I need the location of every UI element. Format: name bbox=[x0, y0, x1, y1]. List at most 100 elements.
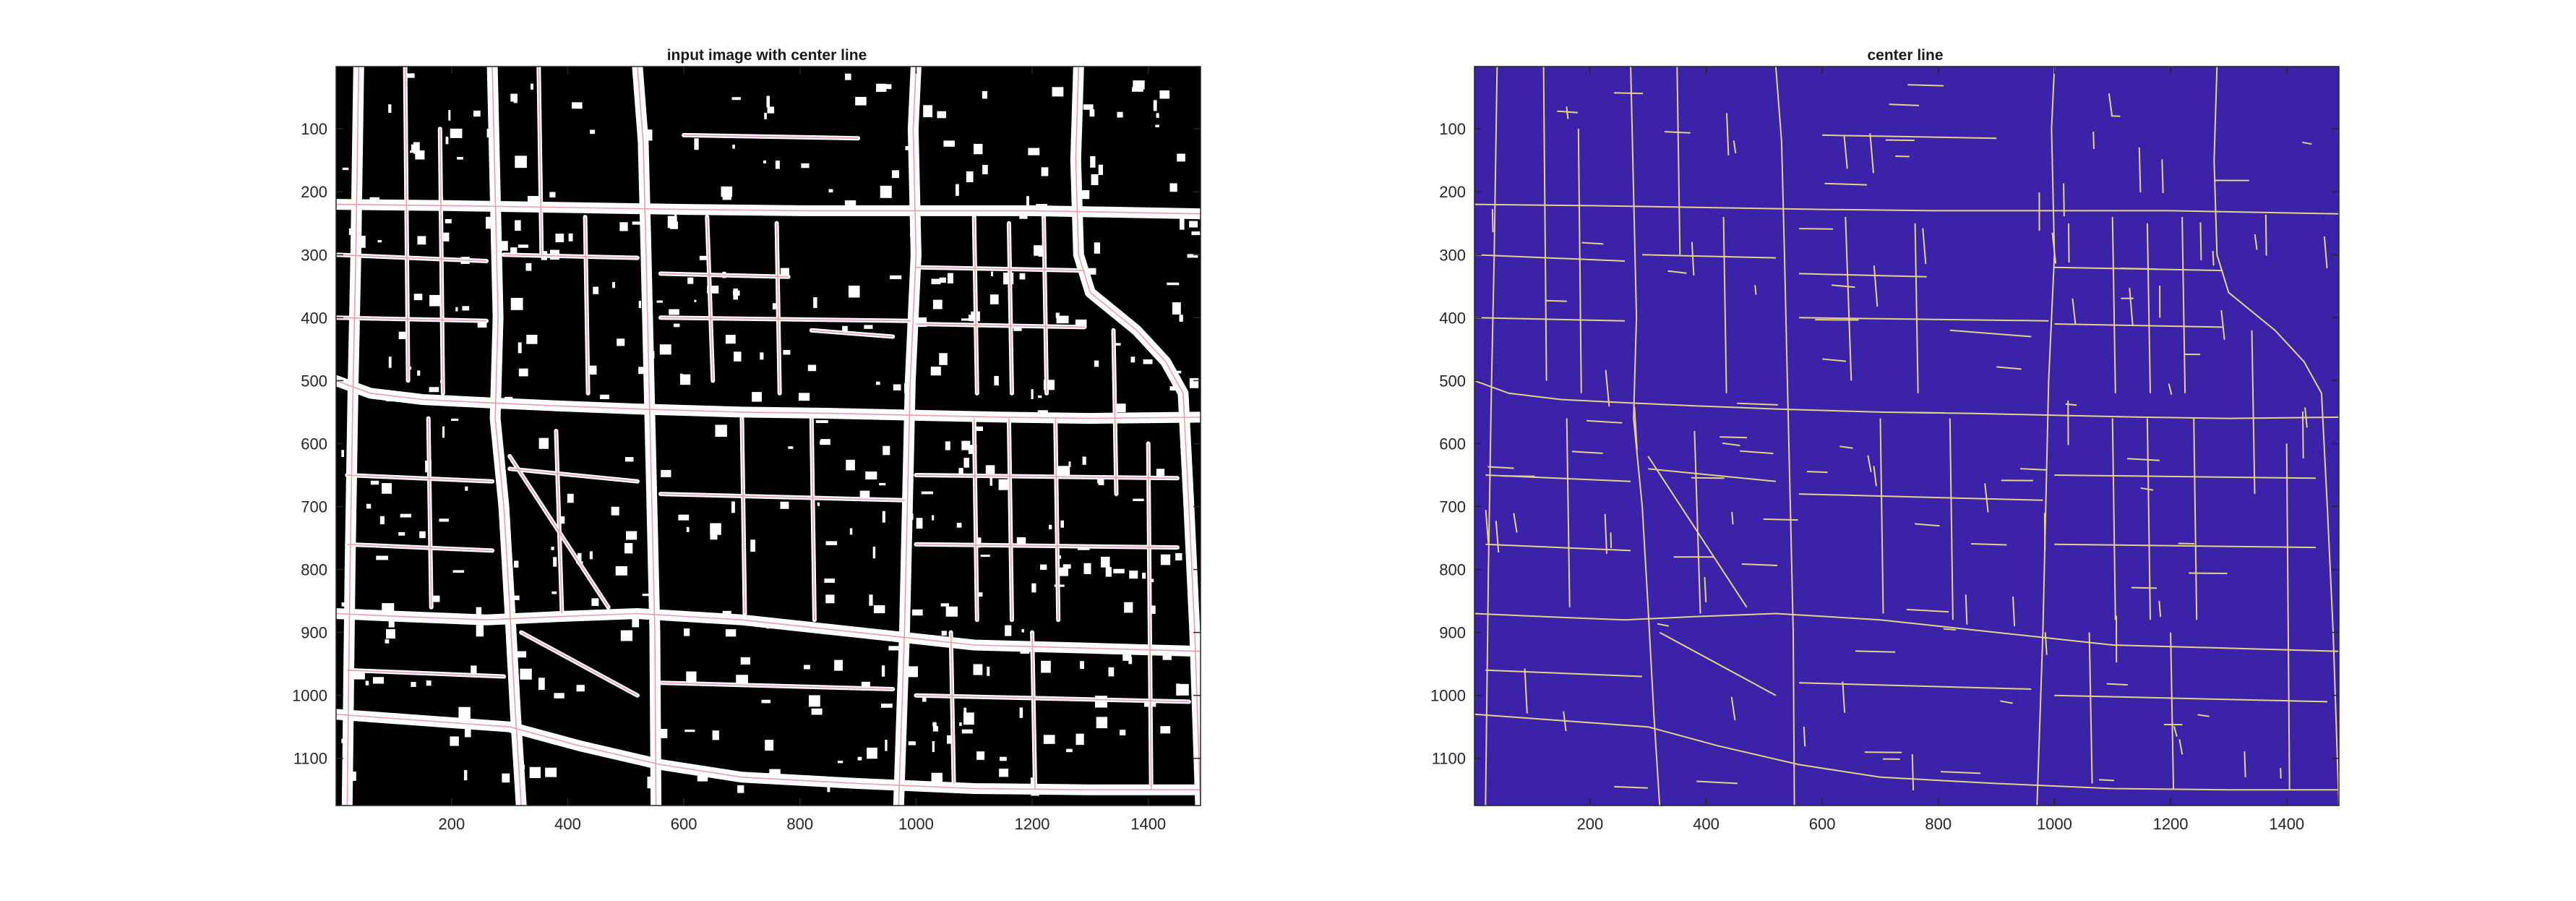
road-fragment bbox=[1003, 272, 1014, 285]
road-fragment bbox=[1160, 726, 1171, 734]
road-fragment bbox=[694, 138, 699, 150]
center-line-segment bbox=[1667, 270, 1687, 274]
road-fragment bbox=[939, 277, 946, 283]
road-fragment bbox=[761, 699, 771, 704]
road-fragment bbox=[808, 695, 820, 707]
x-tick-label: 1200 bbox=[2153, 815, 2189, 833]
road-fragment bbox=[710, 531, 718, 540]
road-fragment bbox=[906, 666, 918, 678]
road-fragment bbox=[1153, 100, 1157, 111]
center-line-segment bbox=[2264, 214, 2267, 256]
road-fragment bbox=[388, 356, 392, 368]
road-fragment bbox=[1068, 209, 1079, 217]
center-line-segment bbox=[1513, 513, 1518, 533]
road-fragment bbox=[883, 445, 890, 456]
road-fragment bbox=[458, 706, 471, 719]
road-fragment bbox=[725, 334, 736, 344]
road-fragment bbox=[1040, 564, 1047, 571]
center-line-segment bbox=[1843, 136, 1848, 169]
road-fragment bbox=[408, 367, 412, 370]
center-line-overlay bbox=[741, 418, 746, 614]
road-fragment bbox=[1187, 254, 1198, 258]
center-line-segment bbox=[1867, 455, 1872, 472]
center-line-segment bbox=[1557, 110, 1578, 114]
axes-title: input image with center line bbox=[667, 47, 867, 64]
road-fragment bbox=[413, 294, 423, 301]
center-line-segment bbox=[1581, 242, 1604, 245]
road-fragment bbox=[712, 730, 719, 740]
road-fragment bbox=[825, 541, 838, 545]
road-fragment bbox=[763, 160, 766, 163]
road-fragment bbox=[429, 595, 440, 602]
center-line-segment bbox=[2020, 468, 2047, 471]
y-tick-label: 900 bbox=[1439, 624, 1466, 642]
road-fragment bbox=[857, 756, 862, 761]
road-fragment bbox=[989, 294, 999, 304]
road-fragment bbox=[939, 353, 948, 365]
center-line-overlay bbox=[347, 474, 493, 482]
road-fragment bbox=[1066, 748, 1073, 753]
road-fragment bbox=[549, 249, 559, 260]
road-fragment bbox=[551, 591, 557, 594]
road-fragment bbox=[553, 557, 557, 567]
road-fragment bbox=[947, 638, 950, 648]
road-fragment bbox=[419, 531, 426, 539]
y-tick-label: 400 bbox=[1439, 309, 1466, 327]
center-line-segment bbox=[2301, 411, 2304, 458]
road-fragment bbox=[590, 129, 596, 134]
road-fragment bbox=[1160, 554, 1171, 565]
center-line-overlay bbox=[335, 380, 1201, 419]
y-tick-label: 100 bbox=[1439, 120, 1466, 138]
road-fragment bbox=[656, 300, 664, 303]
center-line bbox=[1642, 254, 1776, 259]
center-line-segment bbox=[2044, 632, 2048, 655]
road-fragment bbox=[1075, 319, 1087, 328]
center-line-segment bbox=[1740, 450, 1774, 455]
road-fragment bbox=[737, 785, 744, 793]
road-fragment bbox=[1052, 87, 1064, 97]
center-line-overlay bbox=[973, 418, 978, 620]
road-fragment bbox=[576, 685, 585, 692]
road-fragment bbox=[825, 594, 835, 604]
center-line-overlay bbox=[491, 66, 522, 806]
center-line-segment bbox=[1754, 285, 1757, 295]
road-fragment bbox=[731, 501, 735, 513]
center-line-segment bbox=[2106, 683, 2128, 686]
road-fragment bbox=[376, 555, 388, 560]
center-line-segment bbox=[2127, 458, 2160, 461]
road-fragment bbox=[941, 631, 947, 636]
center-line-segment bbox=[2012, 596, 2016, 627]
center-line-segment bbox=[2244, 751, 2246, 777]
road-fragment bbox=[1059, 567, 1068, 576]
center-line-overlay bbox=[504, 254, 637, 259]
road-fragment bbox=[686, 526, 690, 532]
center-line-segment bbox=[1722, 442, 1740, 447]
road-fragment bbox=[915, 317, 927, 328]
center-line-overlay bbox=[1031, 632, 1036, 790]
road-fragment bbox=[973, 664, 983, 675]
road-fragment bbox=[624, 542, 633, 554]
center-line-segment bbox=[2121, 268, 2158, 270]
road-fragment bbox=[521, 764, 525, 769]
road-fragment bbox=[1056, 315, 1069, 324]
road-fragment bbox=[568, 233, 573, 242]
y-tick-label: 900 bbox=[301, 624, 327, 642]
center-line-segment bbox=[1501, 475, 1535, 477]
center-line bbox=[2170, 632, 2175, 790]
center-line-overlay bbox=[1043, 217, 1047, 393]
center-line-overlay bbox=[660, 273, 789, 278]
road-fragment bbox=[388, 104, 392, 114]
road-fragment bbox=[1115, 403, 1126, 413]
road-fragment bbox=[876, 83, 887, 93]
center-line-overlay bbox=[916, 543, 1177, 548]
y-tick-label: 1000 bbox=[1430, 687, 1466, 705]
road-fragment bbox=[1043, 735, 1055, 744]
center-line bbox=[2088, 632, 2093, 784]
center-line-segment bbox=[1842, 681, 1846, 713]
center-line bbox=[1566, 418, 1571, 607]
road-fragment bbox=[989, 478, 993, 486]
center-line-overlay bbox=[347, 543, 493, 552]
center-line bbox=[1914, 223, 1919, 393]
center-line-segment bbox=[1965, 594, 1968, 625]
road-fragment bbox=[931, 278, 941, 285]
